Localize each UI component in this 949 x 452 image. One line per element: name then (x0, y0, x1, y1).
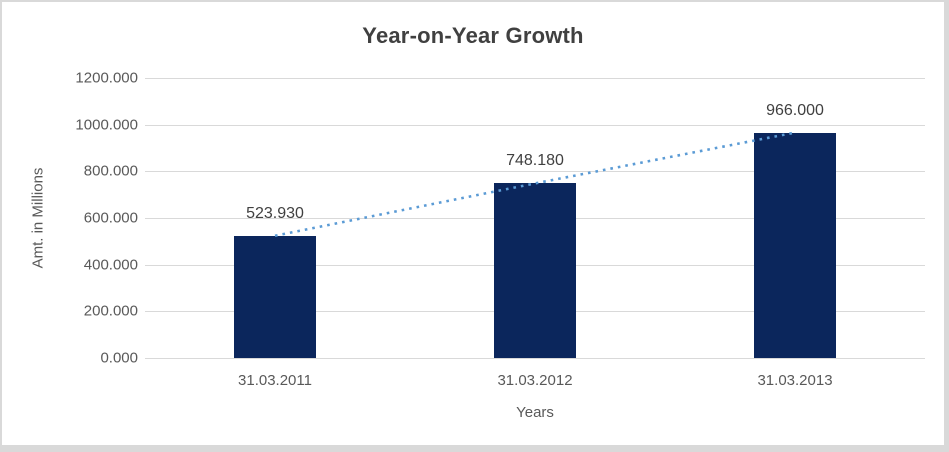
data-label: 523.930 (246, 204, 304, 222)
bar (754, 132, 836, 358)
chart-title: Year-on-Year Growth (362, 23, 584, 48)
gridline (145, 124, 925, 126)
gridline (145, 358, 925, 359)
x-tick-label: 31.03.2011 (238, 372, 312, 389)
x-tick-label: 31.03.2013 (757, 372, 833, 389)
y-tick-label: 600.000 (83, 209, 138, 227)
y-tick-label: 800.000 (83, 162, 138, 180)
x-tick-label: 31.03.2012 (497, 372, 573, 389)
y-tick-label: 0.000 (100, 349, 138, 367)
x-axis-title: Years (516, 404, 554, 421)
y-tick-label: 200.000 (83, 302, 138, 320)
bar (494, 183, 576, 358)
y-tick-label: 1000.000 (75, 116, 138, 134)
gridline (145, 78, 925, 79)
y-tick-label: 1200.000 (75, 69, 138, 87)
data-label: 966.000 (766, 101, 824, 119)
bar (234, 235, 316, 358)
y-tick-label: 400.000 (83, 256, 138, 274)
data-label: 748.180 (506, 152, 564, 170)
